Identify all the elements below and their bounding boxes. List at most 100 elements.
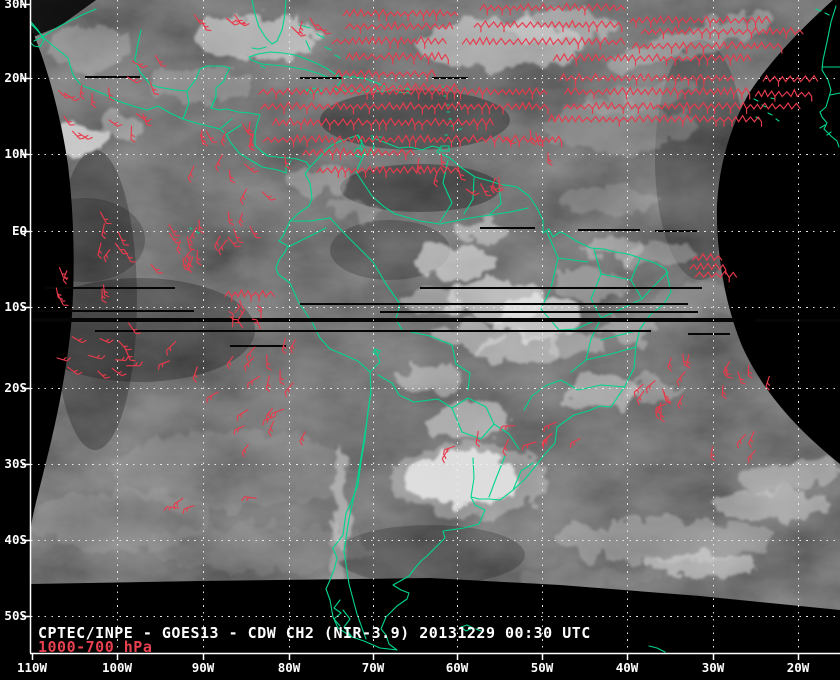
wind-barb [184, 248, 193, 263]
wind-barb [676, 371, 686, 387]
wind-barb [218, 239, 228, 256]
scan-line-dropout [300, 303, 688, 305]
wind-barb [465, 188, 480, 196]
wind-barb [547, 113, 763, 127]
wind-barb [56, 356, 72, 362]
wind-barb [127, 322, 141, 335]
wind-barb [498, 176, 504, 191]
lake-maracaibo [354, 147, 364, 158]
wind-barb [165, 340, 177, 356]
wind-barb [233, 425, 245, 435]
wind-barb [246, 346, 256, 362]
falkland-islands [460, 624, 482, 632]
wind-barb [173, 497, 184, 510]
wind-barb [543, 421, 557, 433]
scan-line-dropout [578, 229, 640, 231]
wind-barb [345, 51, 449, 65]
pressure-layer-label: 1000-700 hPa [38, 638, 152, 656]
wind-barb [101, 223, 107, 240]
coastline-south-america [275, 134, 672, 651]
wind-barb [206, 391, 219, 404]
wind-barb [529, 129, 537, 146]
scan-line-dropout [36, 310, 194, 312]
wind-barb [689, 261, 727, 275]
wind-barbs-layer [55, 2, 819, 514]
wind-barb [677, 394, 684, 410]
wind-barb [256, 305, 262, 319]
scan-line-dropout [95, 330, 651, 332]
wind-barb [244, 356, 255, 372]
borders-brazil-states [523, 231, 669, 411]
scan-line-dropout [420, 287, 702, 289]
lon-label-60W: 60W [446, 660, 469, 675]
wind-barb [234, 14, 247, 25]
wind-barb [205, 130, 218, 143]
wind-barb [629, 14, 771, 28]
lon-label-20W: 20W [787, 660, 810, 675]
wind-barb [290, 26, 307, 37]
wind-barb [499, 425, 516, 431]
wind-barb [490, 177, 496, 194]
bahamas-islands [298, 24, 341, 59]
wind-barb [101, 288, 107, 304]
coastline-west-africa [815, 5, 840, 148]
wind-barb [124, 349, 136, 362]
wind-barb [241, 444, 249, 458]
wind-barb [114, 242, 129, 255]
lat-label-10N: 10N [4, 146, 27, 161]
wind-barb [135, 113, 152, 122]
wind-barb [118, 340, 132, 351]
wind-barb [721, 385, 727, 400]
lat-lon-grid [31, 0, 840, 652]
wind-barb [416, 157, 422, 175]
wind-barb [479, 183, 492, 197]
earth-limb-regions [31, 0, 840, 653]
wind-barb [71, 336, 87, 344]
wind-barb [662, 388, 671, 403]
wind-barb [563, 101, 801, 114]
wind-barb [198, 219, 205, 234]
wind-barb [220, 131, 227, 147]
wind-barb [214, 235, 221, 251]
lon-label-90W: 90W [192, 660, 215, 675]
wind-barb [192, 366, 198, 383]
wind-barb [636, 390, 645, 406]
borders-central-america [182, 91, 242, 135]
wind-barb [262, 133, 563, 148]
wind-barb [200, 19, 212, 32]
wind-barb [237, 305, 245, 320]
wind-barb [564, 86, 751, 100]
wind-barb [281, 337, 287, 355]
wind-barb [189, 226, 198, 244]
border-guianas [439, 159, 529, 225]
lat-label-50S: 50S [4, 608, 27, 623]
dark-sea-patches [25, 40, 745, 585]
wind-barb [168, 232, 181, 244]
wind-barb [126, 361, 143, 367]
wind-barb [91, 93, 97, 109]
wind-barb [284, 382, 294, 397]
wind-barb [131, 60, 148, 69]
south-georgia [648, 645, 666, 653]
wind-barb [247, 375, 261, 389]
wind-barb [261, 191, 276, 201]
lake-titicaca [372, 348, 381, 356]
lon-label-40W: 40W [616, 660, 639, 675]
wind-barb [754, 88, 813, 102]
limb-west [31, 28, 74, 527]
wind-barb [298, 20, 304, 35]
wind-barb [316, 164, 461, 178]
wind-barb [633, 383, 644, 398]
wind-barb [631, 40, 783, 54]
scan-line-dropouts [33, 76, 840, 347]
wind-barb [58, 266, 69, 279]
jamaica [305, 87, 323, 94]
wind-barb [655, 402, 662, 420]
border-paraguay [451, 397, 520, 450]
wind-barb [667, 357, 673, 372]
wind-barb [150, 263, 163, 274]
scan-line-dropout [380, 311, 698, 313]
wind-barb [234, 299, 242, 314]
wind-barb [108, 87, 115, 102]
border-peru-brazil-bolivia [372, 261, 471, 391]
